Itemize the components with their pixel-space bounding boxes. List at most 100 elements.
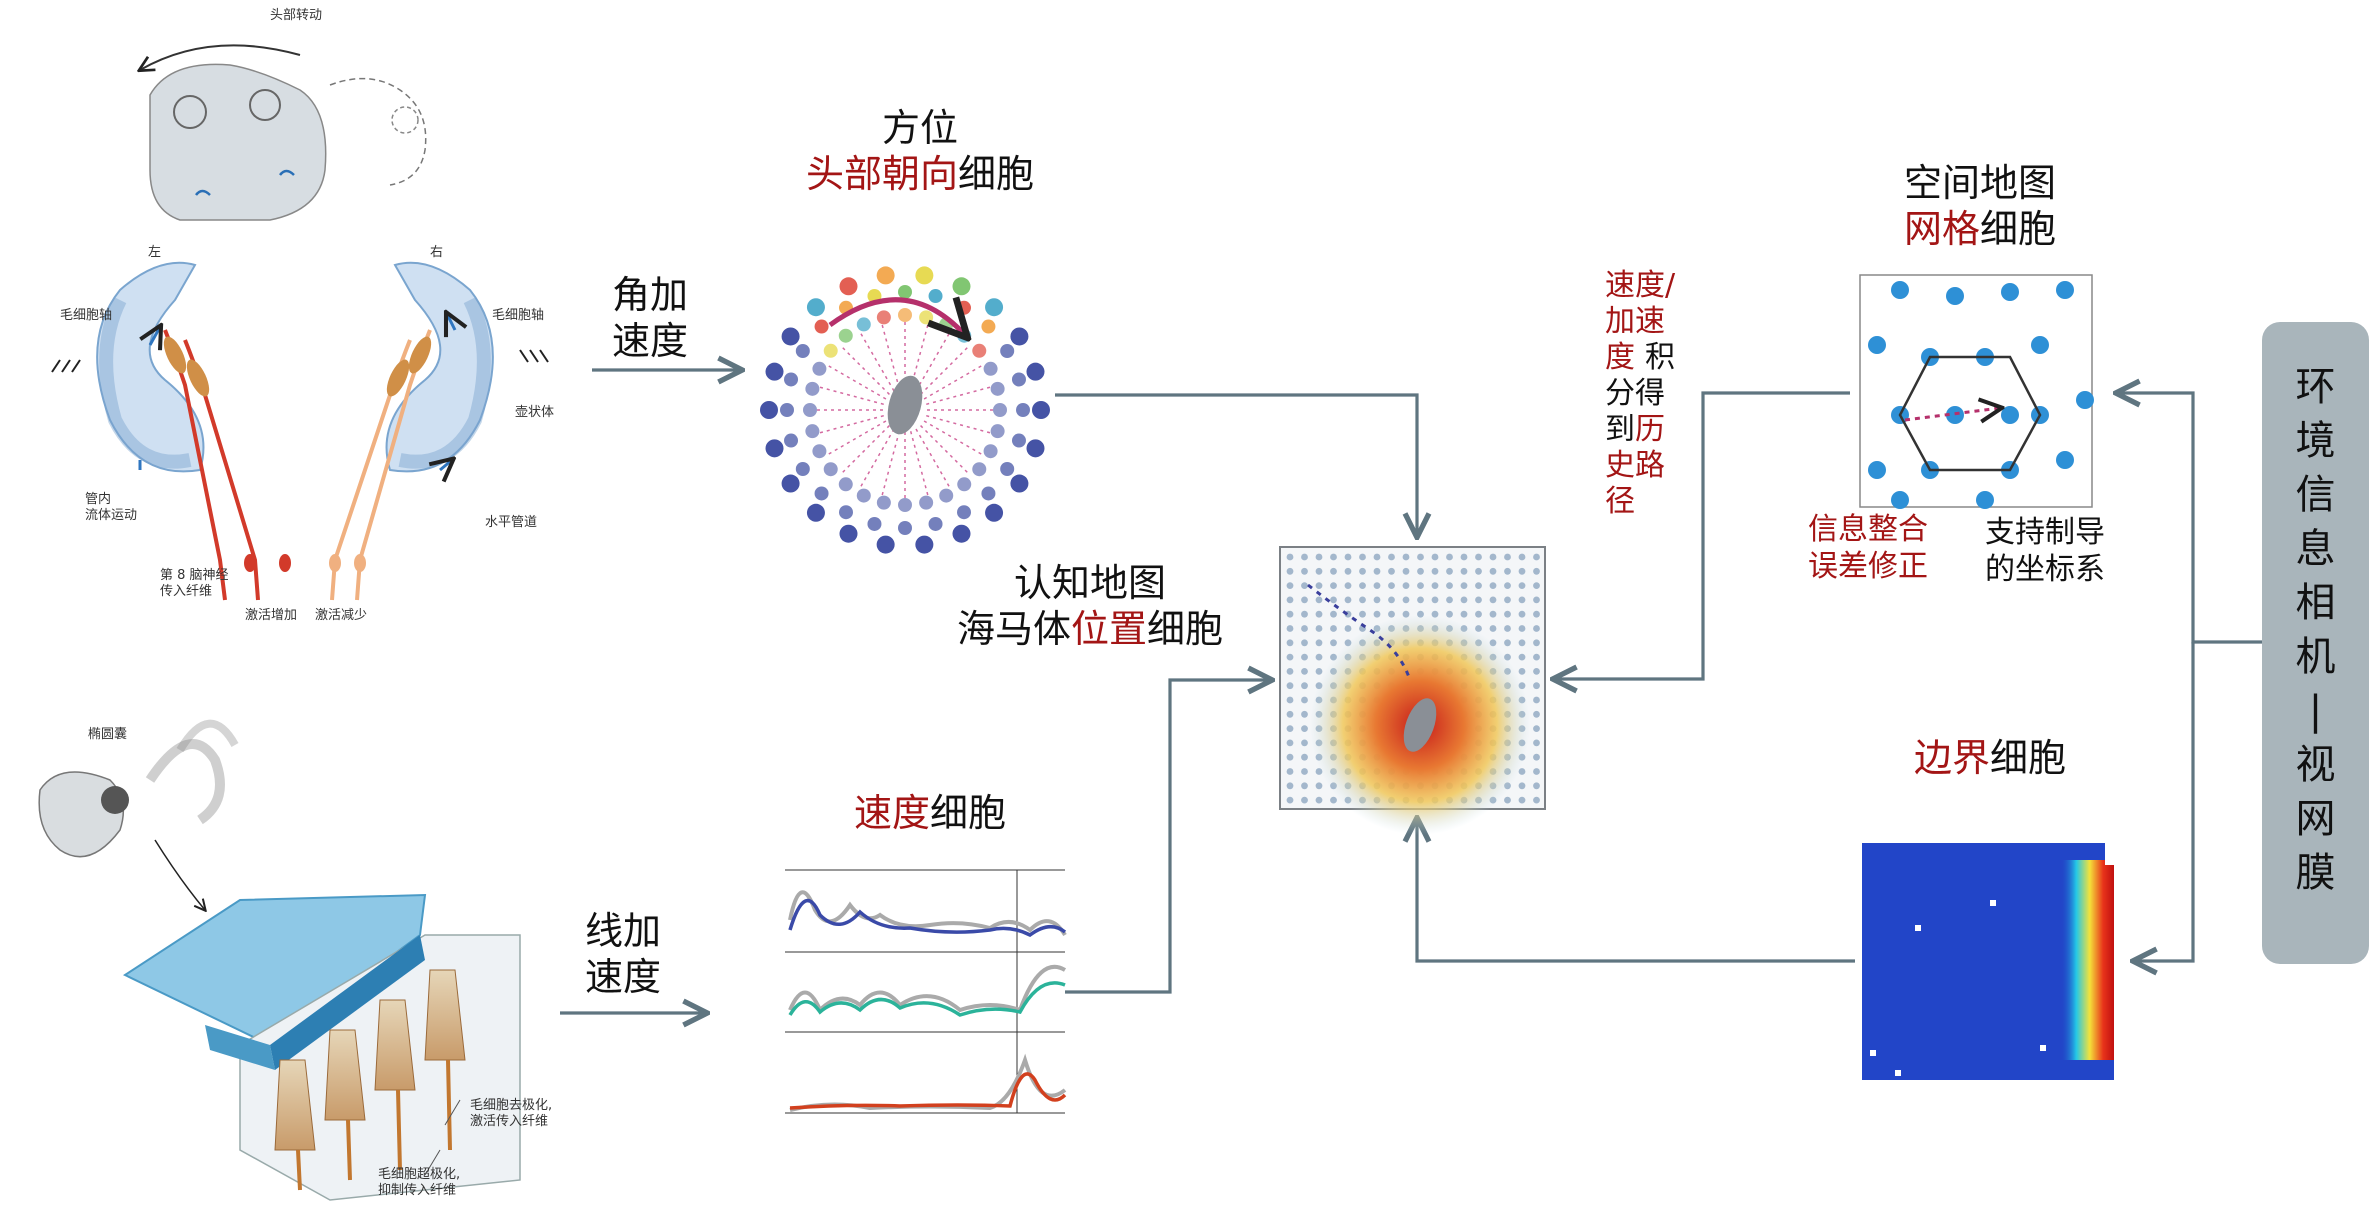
place-dot: [1402, 553, 1410, 561]
integration-red-a: 速度/ 加速 度: [1605, 268, 1676, 375]
hd-neuron: [876, 266, 895, 285]
place-dot: [1402, 567, 1410, 575]
place-dot: [1446, 567, 1453, 575]
place-dot: [1330, 582, 1337, 589]
utricle-label: 椭圆囊: [88, 727, 128, 742]
grid-firing-field: [2076, 391, 2094, 409]
place-dot: [1301, 782, 1308, 790]
place-dot: [1286, 725, 1294, 732]
place-dot: [1504, 582, 1511, 589]
hd-neuron: [1026, 439, 1045, 458]
hd-connection: [915, 428, 951, 489]
place-dot: [1504, 610, 1511, 618]
place-dot: [1315, 567, 1323, 575]
hd-neuron: [1016, 403, 1030, 417]
hd-neuron: [876, 495, 891, 510]
place-dot: [1475, 610, 1482, 618]
grid-firing-field: [1891, 491, 1909, 509]
place-dot: [1489, 610, 1497, 618]
hd-neuron: [1011, 372, 1026, 387]
hd-neuron: [928, 516, 943, 531]
hd-connection: [926, 414, 993, 435]
place-dot: [1504, 553, 1511, 561]
place-dot: [1286, 653, 1294, 661]
grid-title-suffix: 细胞: [1980, 207, 2057, 252]
linear-accel-label: 线加 速度: [585, 909, 662, 1000]
place-dot: [1388, 582, 1395, 589]
place-dot: [1301, 796, 1308, 804]
place-dot: [1533, 768, 1540, 775]
place-dot: [1286, 668, 1294, 675]
place-dot: [1286, 753, 1294, 761]
place-dot: [1359, 553, 1366, 561]
trace-3-grey: [789, 1053, 1067, 1112]
place-dot: [1533, 653, 1540, 661]
hd-neuron: [985, 298, 1004, 317]
hd-connection: [920, 425, 970, 475]
place-dot: [1518, 610, 1526, 618]
hd-neuron: [784, 433, 799, 448]
place-title-line2: 海马体位置细胞: [940, 606, 1240, 652]
place-dot: [1330, 596, 1337, 604]
place-dot: [1286, 782, 1294, 790]
hd-connection: [817, 414, 884, 435]
hd-neuron: [981, 486, 996, 501]
hd-connection: [840, 345, 890, 395]
place-dot: [1330, 567, 1337, 575]
place-dot: [1301, 710, 1308, 718]
hd-neuron: [981, 319, 996, 334]
hd-connection: [920, 345, 970, 395]
hd-connection: [840, 425, 890, 475]
place-dot: [1518, 668, 1526, 675]
hd-neuron: [919, 310, 934, 325]
sidebar-label: 环 境 信 息 相 机 | 视 网 膜: [2295, 364, 2336, 896]
hd-neuron: [814, 486, 829, 501]
place-dot: [1431, 596, 1439, 604]
place-dot: [1301, 768, 1308, 775]
grid-firing-field: [2056, 451, 2074, 469]
place-dot: [1504, 625, 1511, 632]
hair-bundle-label-left: 毛细胞轴: [60, 308, 113, 323]
integration-black-a: 积: [1645, 340, 1675, 375]
place-dot: [1475, 596, 1482, 604]
place-dot: [1489, 582, 1497, 589]
hd-neuron: [812, 444, 827, 459]
place-dot: [1373, 596, 1381, 604]
hd-neuron: [898, 308, 912, 322]
place-dot: [1504, 796, 1511, 804]
place-dot: [1518, 639, 1526, 647]
place-dot: [1518, 796, 1526, 804]
hd-neuron: [781, 327, 800, 346]
place-dot: [1504, 639, 1511, 647]
hd-neuron: [915, 266, 934, 285]
speed-cell-traces: [785, 869, 1067, 1114]
hd-neuron: [765, 439, 784, 458]
head-silhouette: [149, 63, 327, 221]
sidebar-branch: [2118, 393, 2262, 644]
hd-title-red: 头部朝向: [805, 152, 958, 197]
horizontal-canal-label: 水平管道: [485, 515, 538, 530]
tube-flow-label: 管内 流体运动: [85, 492, 138, 523]
hair-bundle-label-right: 毛细胞轴: [492, 308, 545, 323]
place-dot: [1533, 796, 1540, 804]
grid-firing-field: [2001, 283, 2019, 301]
place-dot: [1518, 782, 1526, 790]
place-dot: [1330, 639, 1337, 647]
place-dot: [1315, 668, 1323, 675]
grid-firing-field: [2001, 406, 2019, 424]
hd-neuron: [838, 328, 853, 343]
hd-neuron: [784, 372, 799, 387]
grid-title-red: 网格: [1903, 207, 1980, 252]
grid-title-line2: 网格细胞: [1870, 206, 2090, 252]
hyperpolarize-label: 毛细胞超极化, 抑制传入纤维: [378, 1167, 461, 1198]
grid-hexagon: [1898, 355, 2042, 472]
place-dot: [1475, 625, 1482, 632]
place-dot: [1460, 610, 1468, 618]
trace-1-blue: [788, 898, 1067, 938]
ampulla-label: 壶状体: [515, 405, 555, 420]
trace-1-grey: [788, 890, 1067, 937]
head-direction-cell-ring: [760, 266, 1050, 554]
place-dot: [1388, 567, 1395, 575]
grid-firing-field: [1868, 336, 1886, 354]
hd-neuron: [972, 462, 987, 477]
